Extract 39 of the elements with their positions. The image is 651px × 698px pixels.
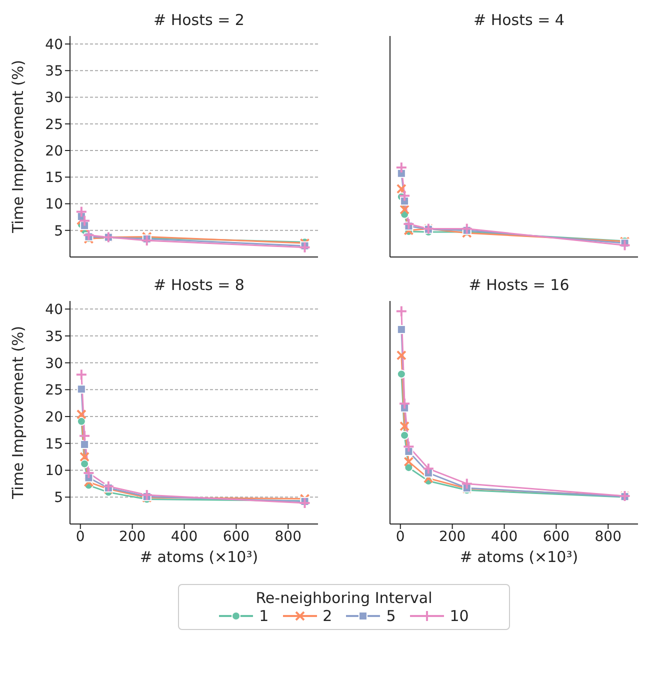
- x-tick-label: 600: [222, 528, 250, 545]
- y-tick-label: 40: [45, 302, 63, 318]
- y-tick-label: 30: [45, 356, 63, 372]
- y-tick-label: 40: [45, 36, 63, 53]
- chart-title: # Hosts = 4: [472, 10, 566, 31]
- legend-label: 2: [322, 607, 332, 625]
- legend-title: Re-neighboring Interval: [254, 589, 434, 607]
- y-axis-title: Time Improvement (%): [9, 326, 27, 500]
- x-tick-label: 400: [170, 528, 198, 545]
- y-tick-label: 25: [45, 382, 63, 399]
- legend-label: 5: [385, 607, 396, 625]
- y-tick-label: 35: [45, 64, 63, 80]
- x-tick-label: 0: [76, 528, 85, 545]
- x-axis-title: # atoms (×10³): [138, 548, 260, 566]
- x-tick-label: 600: [542, 528, 570, 545]
- legend-label: 10: [448, 607, 469, 625]
- y-tick-label: 30: [45, 90, 63, 106]
- x-tick-label: 0: [396, 528, 405, 545]
- y-tick-label: 20: [45, 143, 63, 160]
- chart-title: # Hosts = 2: [152, 10, 246, 31]
- y-tick-label: 10: [45, 463, 63, 480]
- y-tick-label: 10: [45, 196, 63, 213]
- x-tick-label: 400: [490, 528, 518, 545]
- y-tick-label: 35: [45, 328, 63, 345]
- y-tick-label: 20: [45, 410, 63, 426]
- y-tick-label: 5: [54, 223, 63, 240]
- y-tick-label: 15: [45, 436, 63, 452]
- x-tick-label: 800: [594, 528, 622, 545]
- chart-title: # Hosts = 8: [152, 275, 246, 296]
- x-tick-label: 800: [274, 528, 302, 545]
- legend-label: 1: [258, 607, 269, 625]
- y-tick-label: 25: [45, 116, 63, 133]
- chart-title: # Hosts = 16: [468, 275, 570, 296]
- y-tick-label: 5: [54, 490, 63, 506]
- y-tick-label: 15: [45, 170, 63, 186]
- y-axis-title: Time Improvement (%): [9, 60, 27, 234]
- x-tick-label: 200: [118, 528, 146, 545]
- x-tick-label: 200: [438, 528, 466, 545]
- x-axis-title: # atoms (×10³): [458, 548, 580, 566]
